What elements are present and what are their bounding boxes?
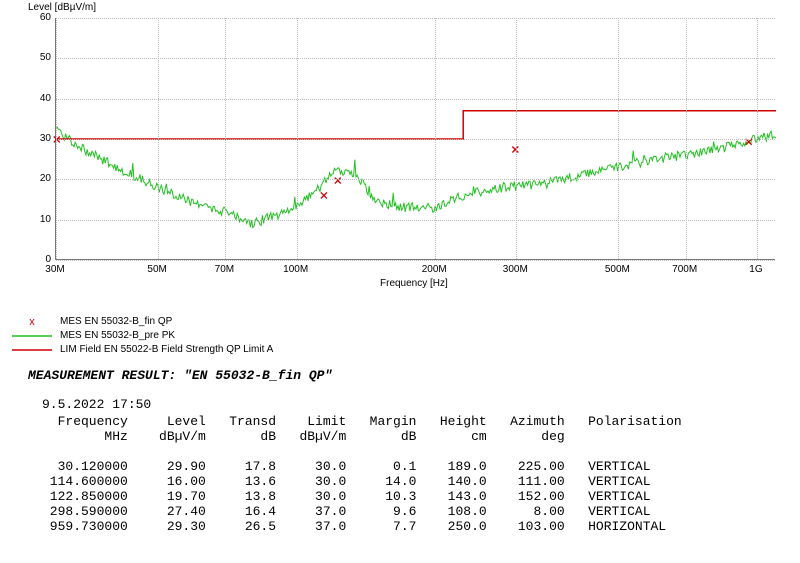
x-tick: 50M — [147, 264, 166, 275]
y-tick: 50 — [23, 52, 51, 63]
x-tick: 1G — [749, 264, 762, 275]
x-tick: 30M — [45, 264, 64, 275]
y-tick: 10 — [23, 214, 51, 225]
x-tick: 500M — [605, 264, 630, 275]
result-title: MEASUREMENT RESULT: "EN 55032-B_fin QP" — [28, 368, 332, 383]
chart-legend: xMES EN 55032-B_fin QPMES EN 55032-B_pre… — [12, 315, 273, 357]
y-tick: 20 — [23, 173, 51, 184]
y-tick: 60 — [23, 12, 51, 23]
legend-item: MES EN 55032-B_pre PK — [12, 329, 273, 343]
x-tick: 100M — [283, 264, 308, 275]
x-tick: 700M — [672, 264, 697, 275]
y-tick: 30 — [23, 133, 51, 144]
x-tick: 200M — [422, 264, 447, 275]
legend-item: LIM Field EN 55022-B Field Strength QP L… — [12, 343, 273, 357]
result-table: Frequency Level Transd Limit Margin Heig… — [42, 414, 682, 534]
y-tick: 40 — [23, 93, 51, 104]
legend-item: xMES EN 55032-B_fin QP — [12, 315, 273, 329]
emission-chart: 010203040506030M50M70M100M200M300M500M70… — [35, 18, 775, 278]
result-timestamp: 9.5.2022 17:50 — [42, 397, 151, 412]
x-tick: 300M — [503, 264, 528, 275]
x-axis-label: Frequency [Hz] — [380, 278, 448, 289]
x-tick: 70M — [215, 264, 234, 275]
